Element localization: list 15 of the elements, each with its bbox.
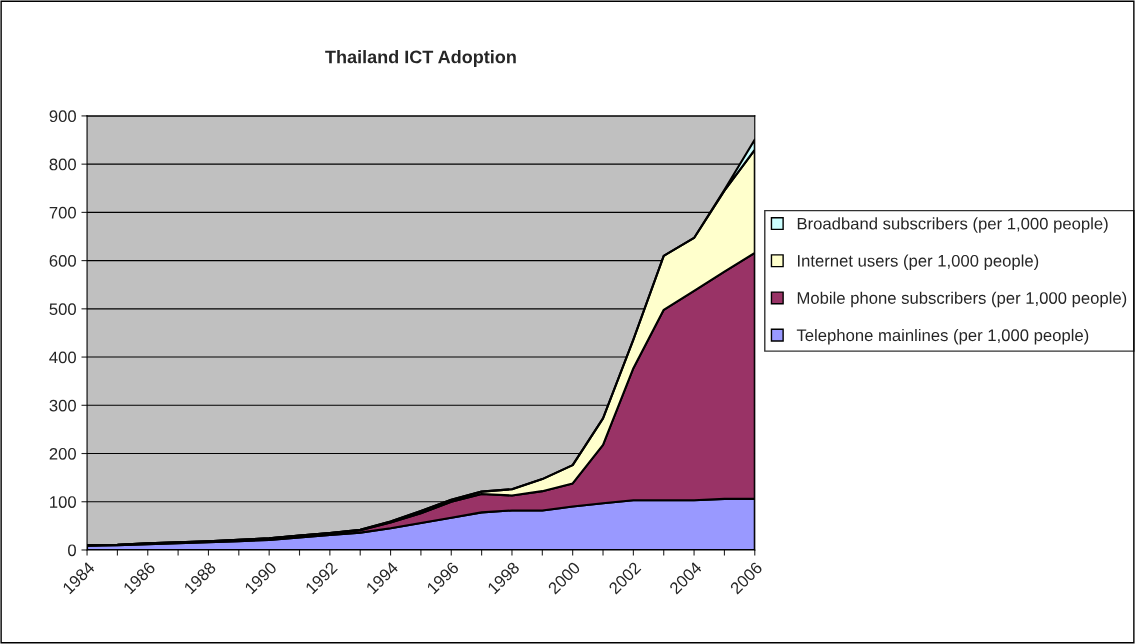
- y-tick-label: 900: [49, 110, 76, 123]
- y-tick-label: 800: [49, 158, 76, 171]
- y-tick-label: 300: [49, 399, 76, 412]
- legend-label: Internet users (per 1,000 people): [798, 254, 1039, 271]
- y-tick-label: 500: [49, 303, 76, 316]
- chart-title: Thailand ICT Adoption: [325, 50, 516, 67]
- y-tick-label: 0: [68, 544, 76, 557]
- y-tick-label: 400: [49, 351, 76, 364]
- legend-label: Mobile phone subscribers (per 1,000 people): [797, 291, 1127, 308]
- legend-label: Telephone mainlines (per 1,000 people): [796, 328, 1089, 345]
- y-tick-label: 200: [49, 447, 76, 460]
- y-tick-label: 600: [49, 255, 76, 267]
- y-tick-label: 700: [49, 206, 76, 219]
- legend-label: Broadband subscribers (per 1,000 people): [797, 217, 1108, 233]
- y-tick-label: 100: [50, 496, 76, 508]
